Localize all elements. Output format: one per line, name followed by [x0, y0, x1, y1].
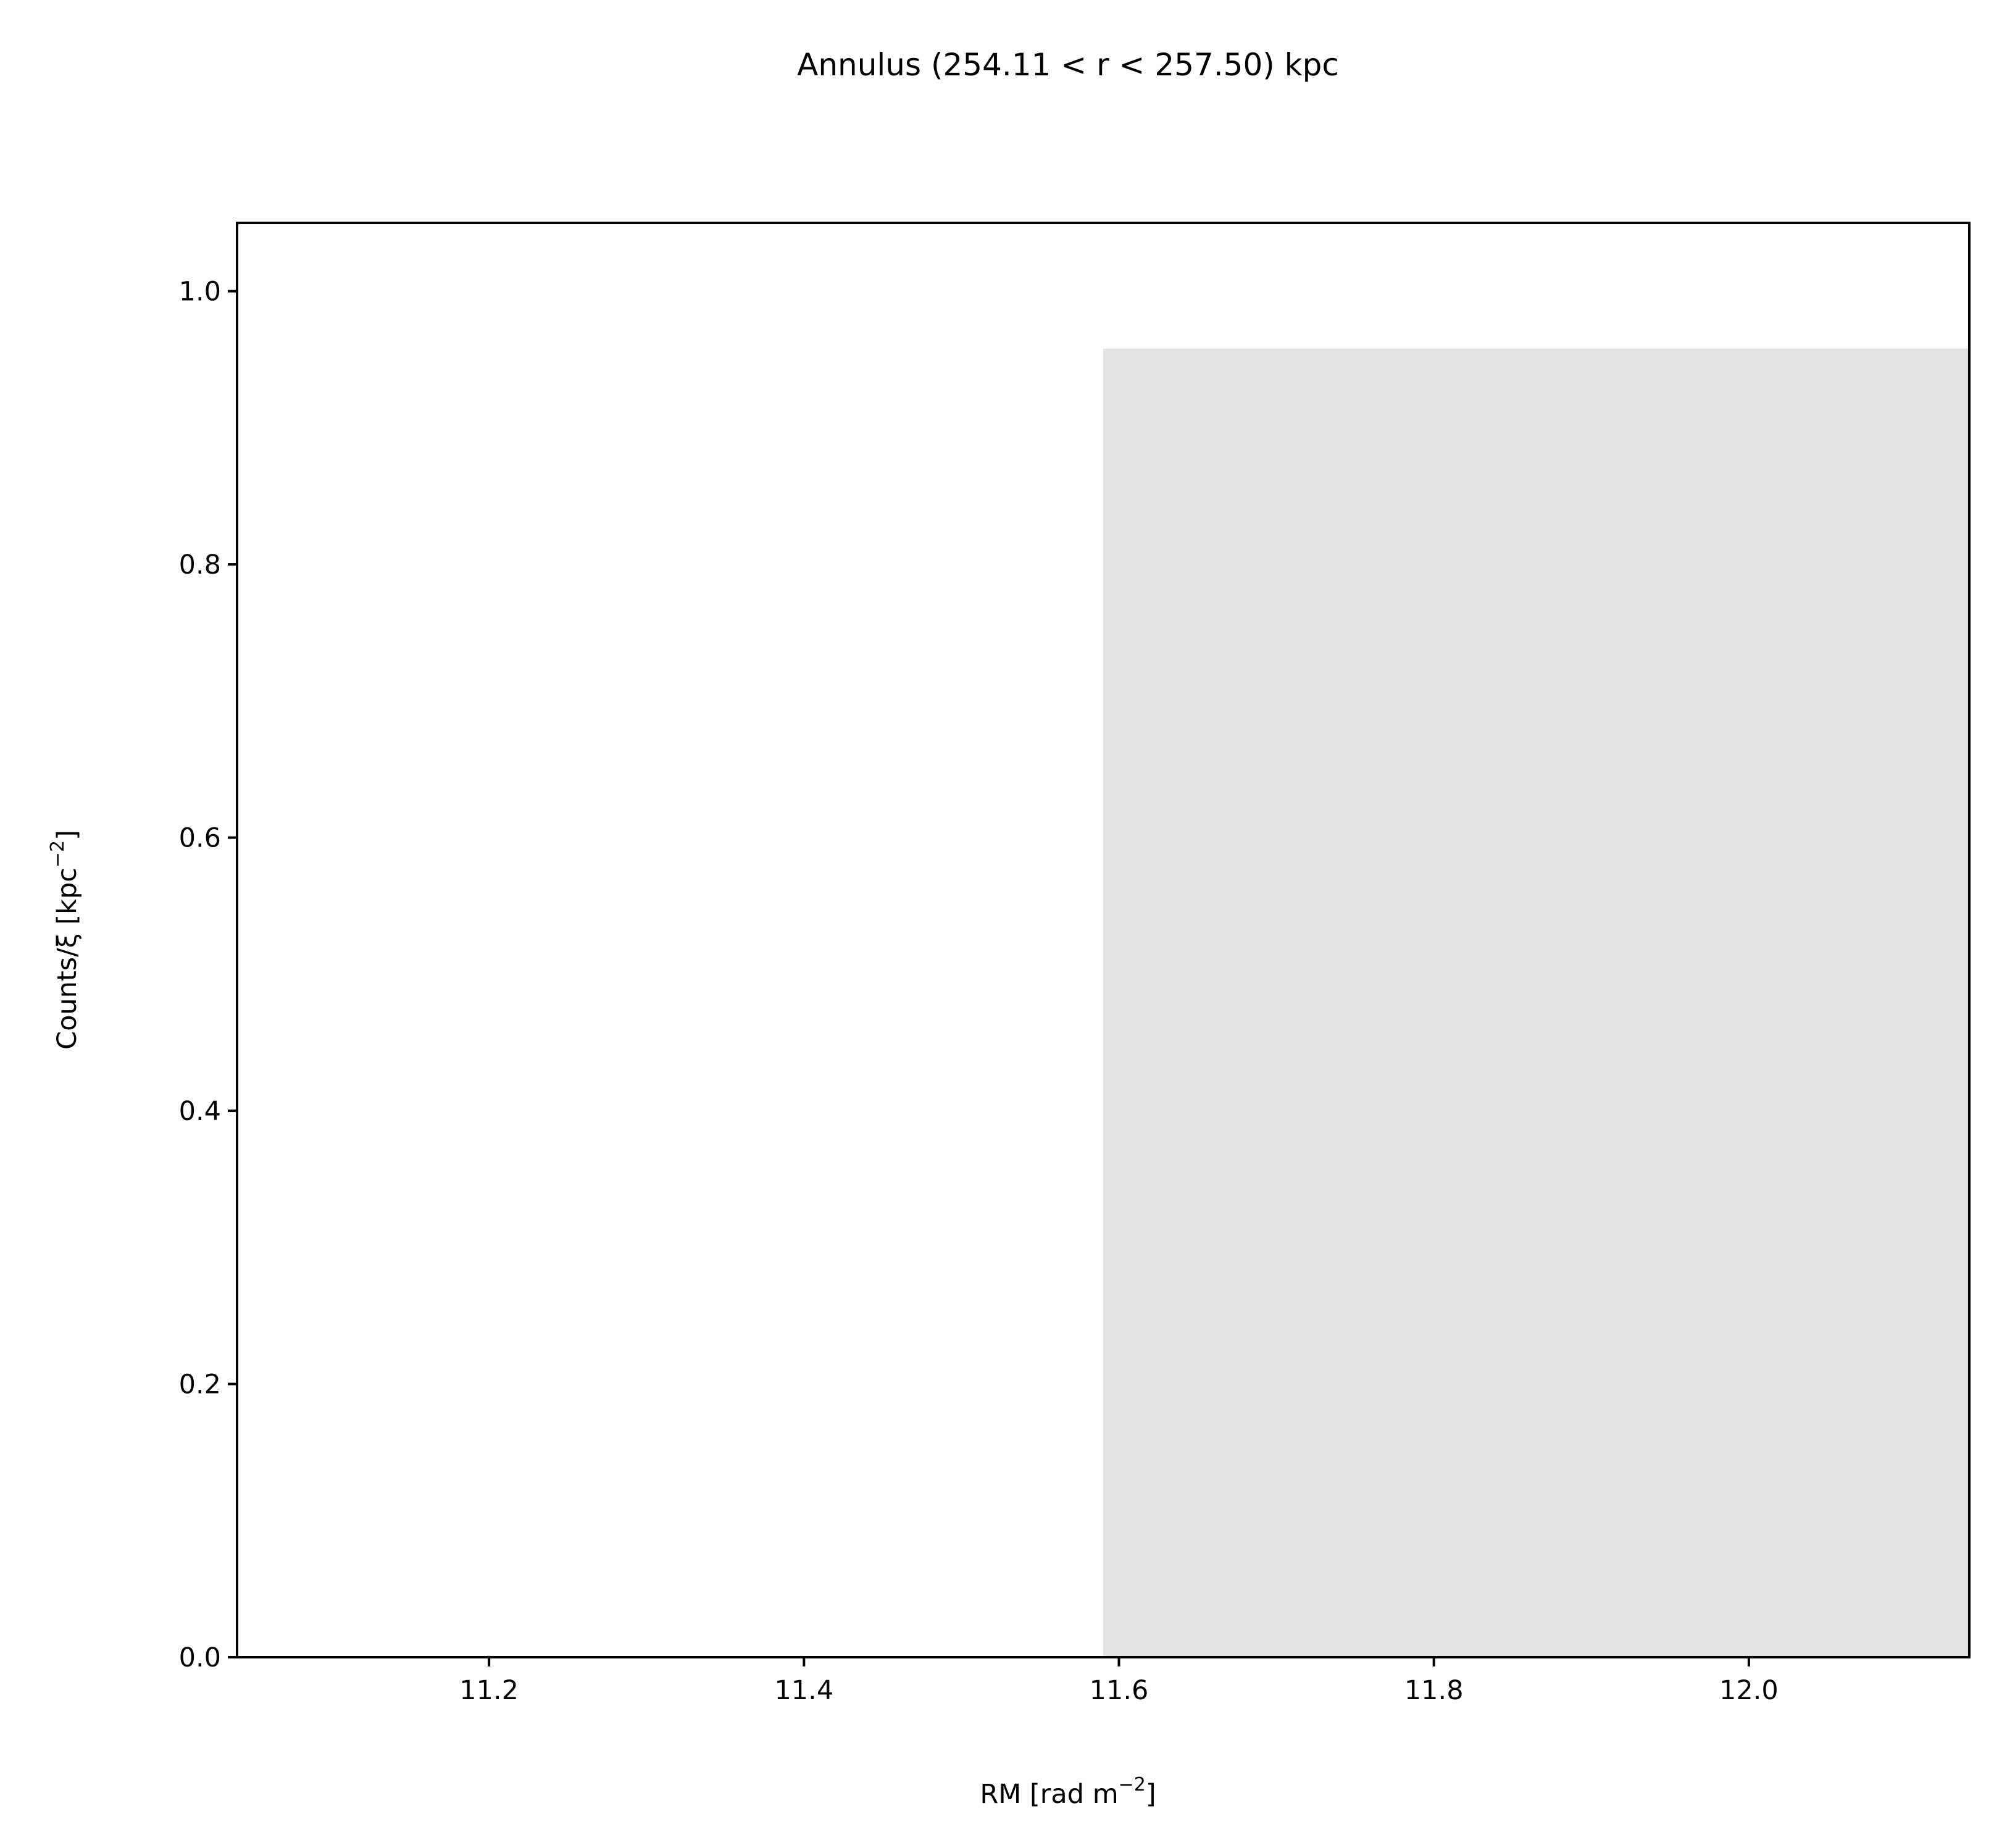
y-tick-label: 0.2 [179, 1369, 221, 1400]
y-tick-label: 0.0 [179, 1642, 221, 1673]
bars-layer [1103, 348, 1969, 1657]
x-tick-label: 11.4 [774, 1675, 833, 1706]
y-tick-label: 0.6 [179, 823, 221, 854]
x-tick-label: 11.6 [1090, 1675, 1149, 1706]
x-tick-label: 11.2 [459, 1675, 519, 1706]
chart-title: Annulus (254.11 < r < 257.50) kpc [797, 47, 1339, 83]
plot-area-frame [236, 222, 1971, 1658]
y-tick-label: 0.8 [179, 550, 221, 580]
y-axis-label-exponent: −2 [47, 840, 69, 868]
x-tick-label: 12.0 [1719, 1675, 1779, 1706]
x-axis-label-exponent: −2 [1119, 1774, 1146, 1796]
x-axis-ticks: 11.2 11.4 11.6 11.8 12.0 [459, 1657, 1779, 1706]
y-tick-label: 0.4 [179, 1096, 221, 1127]
y-axis-label-main: Counts/ξ [kpc [52, 868, 83, 1050]
histogram-bar [1103, 348, 1969, 1657]
x-axis-label-main: RM [rad m [980, 1779, 1118, 1810]
x-axis-label: RM [rad m−2] [980, 1774, 1156, 1810]
x-axis-label-close: ] [1146, 1779, 1156, 1810]
x-tick-label: 11.8 [1404, 1675, 1464, 1706]
y-axis-ticks: 0.0 0.2 0.4 0.6 0.8 1.0 [179, 277, 237, 1673]
y-tick-label: 1.0 [179, 277, 221, 307]
y-axis-label: Counts/ξ [kpc−2] [47, 830, 83, 1050]
y-axis-label-close: ] [52, 830, 83, 840]
